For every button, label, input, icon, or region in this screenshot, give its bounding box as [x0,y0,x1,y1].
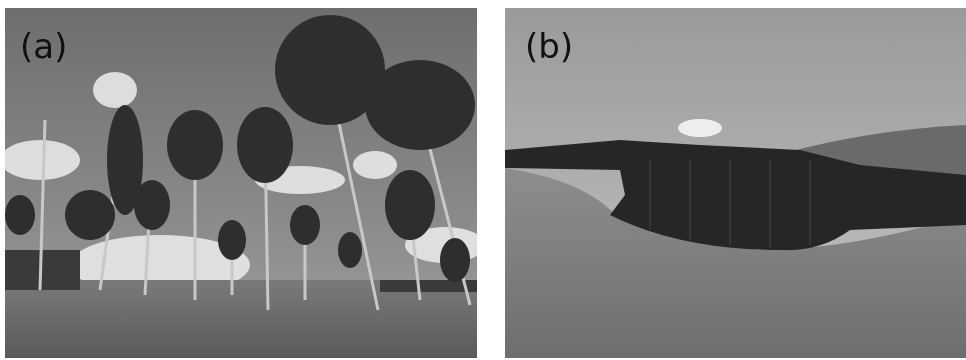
page: (a) (b) (() => { const data = JSON.parse… [0,0,966,360]
figure: (a) (b) [0,0,966,360]
panel-label: (b) [525,27,573,67]
photo-b: (b) [505,8,966,358]
photo-a: (a) [0,8,485,358]
panel-label: (a) [20,27,67,67]
